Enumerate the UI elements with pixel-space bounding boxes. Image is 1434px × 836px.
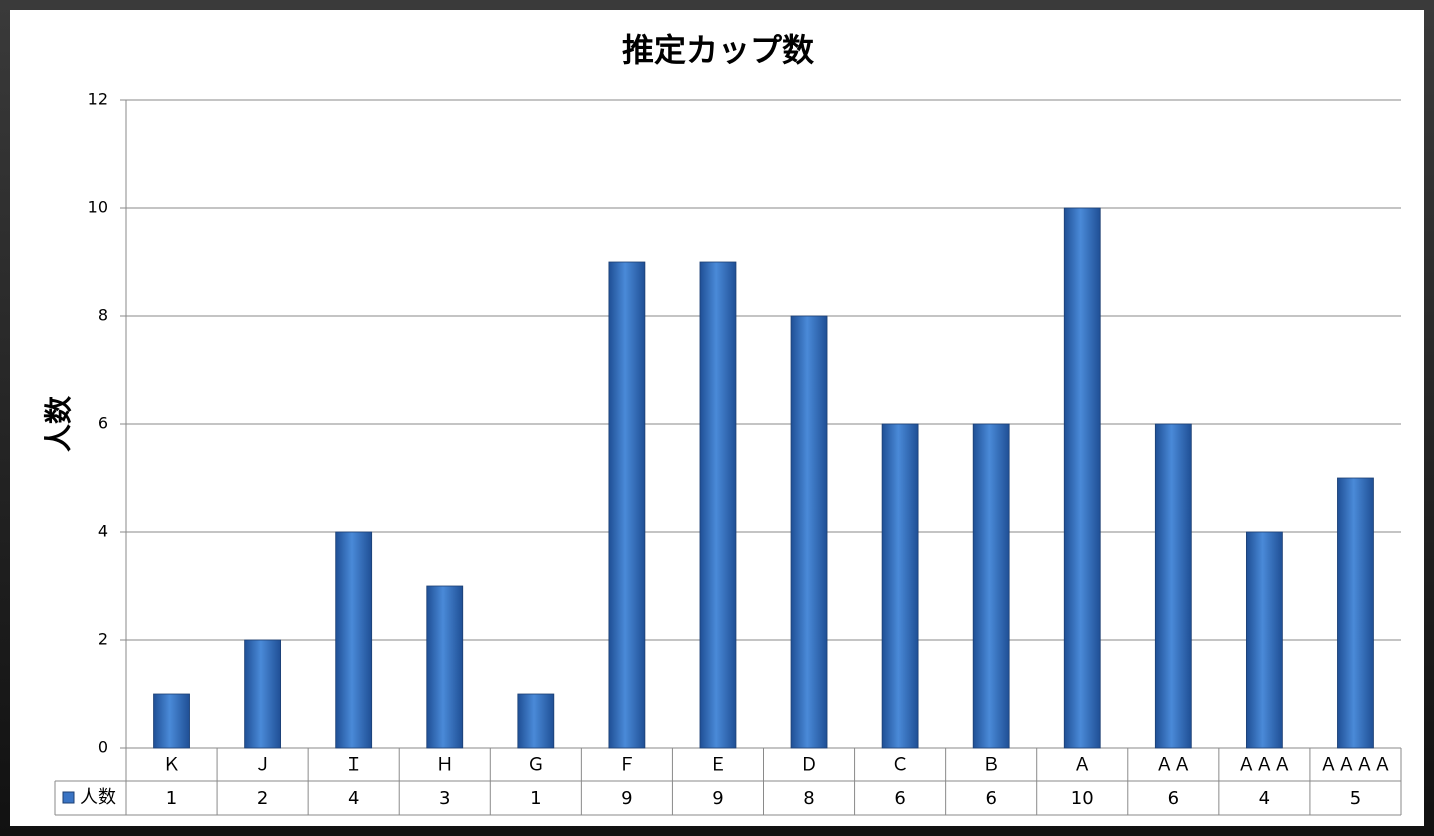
x-tick-label: Ｃ	[891, 755, 909, 776]
bar	[972, 423, 1010, 749]
table-value: 4	[348, 788, 359, 809]
y-tick-label: 8	[98, 306, 108, 325]
x-tick-label: Ｈ	[436, 755, 454, 776]
x-tick-label: Ｅ	[709, 755, 727, 776]
y-axis-label: 人数	[42, 395, 75, 452]
y-tick-label: 6	[98, 414, 108, 433]
bar	[335, 531, 373, 749]
x-tick-label: ＡＡＡ	[1237, 755, 1291, 776]
table-value: 6	[985, 788, 996, 809]
bar	[1154, 423, 1192, 749]
table-value: 9	[621, 788, 632, 809]
table-value: 9	[712, 788, 723, 809]
bar	[608, 261, 646, 749]
y-tick-label: 0	[98, 738, 108, 757]
bar	[790, 315, 828, 749]
y-tick-label: 12	[88, 90, 108, 109]
table-value: 8	[803, 788, 814, 809]
bar	[426, 585, 464, 749]
table-value: 5	[1350, 788, 1361, 809]
bar	[153, 693, 190, 749]
x-tick-label: ＡＡＡＡ	[1319, 755, 1391, 776]
legend-key	[62, 791, 75, 804]
bar	[1337, 477, 1374, 749]
table-value: 1	[530, 788, 541, 809]
table-value: 4	[1259, 788, 1270, 809]
legend-label: 人数	[80, 787, 116, 808]
chart-title: 推定カップ数	[622, 31, 815, 69]
bar	[1063, 207, 1101, 749]
x-tick-label: ＡＡ	[1155, 755, 1191, 776]
y-tick-label: 10	[88, 198, 108, 217]
table-value: 10	[1071, 788, 1094, 809]
y-tick-label: 4	[98, 522, 108, 541]
bar	[517, 693, 555, 749]
x-tick-label: Ｋ	[163, 755, 181, 776]
x-tick-label: Ｉ	[345, 755, 363, 776]
y-tick-label: 2	[98, 630, 108, 649]
table-value: 2	[257, 788, 268, 809]
x-tick-label: Ｊ	[254, 755, 272, 776]
x-tick-label: Ｇ	[527, 755, 545, 776]
x-tick-label: Ｄ	[800, 755, 818, 776]
bar	[244, 639, 282, 749]
table-value: 3	[439, 788, 450, 809]
table-value: 6	[894, 788, 905, 809]
x-tick-label: Ａ	[1073, 755, 1091, 776]
x-tick-label: Ｆ	[618, 755, 636, 776]
bar	[881, 423, 919, 749]
table-value: 6	[1168, 788, 1179, 809]
table-value: 1	[166, 788, 177, 809]
bar	[699, 261, 737, 749]
bar	[1245, 531, 1283, 749]
x-tick-label: Ｂ	[982, 755, 1000, 776]
